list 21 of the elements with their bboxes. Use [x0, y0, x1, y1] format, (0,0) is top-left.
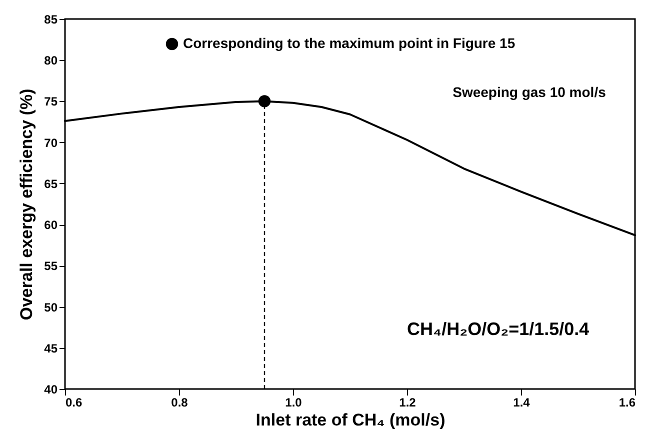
annotation: CH₄/H₂O/O₂=1/1.5/0.4 [407, 318, 590, 339]
y-tick-label: 40 [44, 382, 58, 396]
x-tick-label: 1.4 [513, 396, 530, 410]
y-tick-label: 55 [44, 259, 58, 274]
y-tick-label: 85 [44, 12, 58, 26]
x-tick-label: 0.8 [171, 396, 188, 410]
y-tick-label: 75 [44, 94, 58, 109]
annotation: Sweeping gas 10 mol/s [452, 84, 606, 100]
y-tick-label: 65 [44, 176, 58, 191]
y-axis-title: Overall exergy efficiency (%) [17, 88, 36, 320]
x-tick-label: 1.0 [285, 396, 302, 410]
y-tick-label: 70 [44, 136, 58, 150]
x-tick-label: 1.2 [399, 396, 416, 410]
x-axis-title: Inlet rate of CH₄ (mol/s) [256, 410, 446, 430]
y-tick-label: 50 [44, 300, 58, 314]
x-tick-label: 0.6 [66, 396, 83, 410]
x-tick-label: 1.6 [618, 396, 636, 410]
y-tick-label: 60 [44, 218, 58, 232]
y-tick-label: 80 [44, 54, 58, 68]
legend-label: Corresponding to the maximum point in Figure 15 [183, 35, 516, 51]
y-tick-label: 45 [44, 341, 58, 356]
